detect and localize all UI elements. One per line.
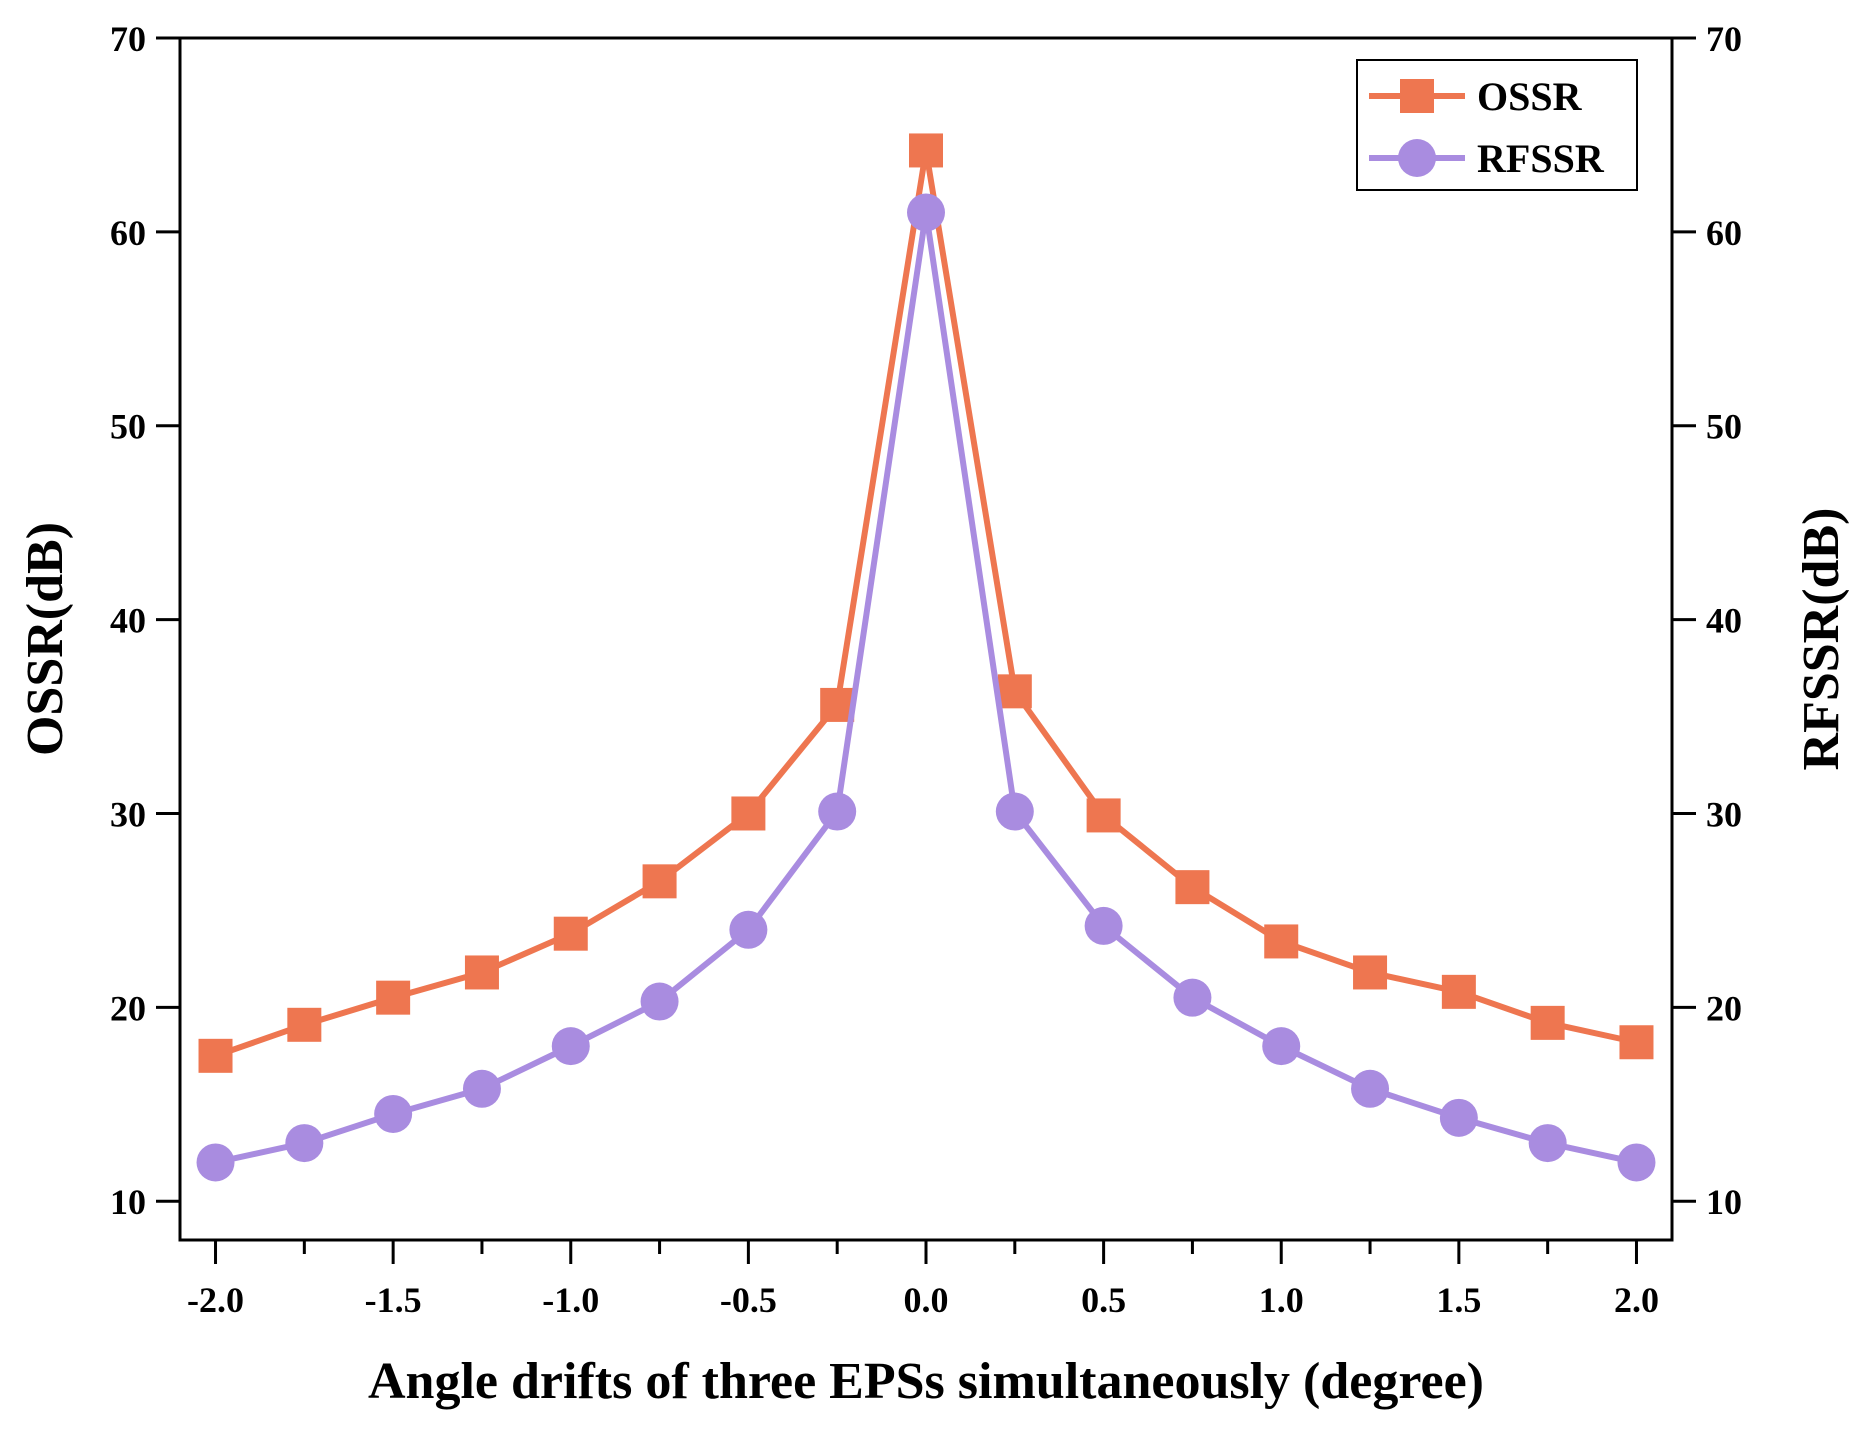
data-point-ossr bbox=[376, 980, 411, 1015]
legend-label-rfssr: RFSSR bbox=[1477, 136, 1605, 181]
data-point-rfssr bbox=[374, 1094, 413, 1133]
x-tick-label: 0.0 bbox=[904, 1280, 949, 1320]
legend-marker-rfssr bbox=[1398, 139, 1436, 177]
data-point-ossr bbox=[1619, 1025, 1654, 1060]
data-point-rfssr bbox=[551, 1027, 590, 1066]
data-point-rfssr bbox=[1617, 1143, 1656, 1182]
x-tick-label: 1.5 bbox=[1436, 1280, 1481, 1320]
y-tick-label-right: 20 bbox=[1706, 988, 1742, 1028]
data-point-ossr bbox=[642, 864, 677, 899]
data-point-rfssr bbox=[640, 982, 679, 1021]
y-tick-label-right: 70 bbox=[1706, 19, 1742, 59]
data-point-rfssr bbox=[1528, 1124, 1567, 1163]
data-point-rfssr bbox=[818, 792, 857, 831]
data-point-rfssr bbox=[995, 792, 1034, 831]
x-tick-label: -2.0 bbox=[187, 1280, 244, 1320]
ticks-layer bbox=[156, 36, 1696, 1264]
data-point-ossr bbox=[1264, 924, 1299, 959]
y-tick-label-right: 30 bbox=[1706, 794, 1742, 834]
data-point-ossr bbox=[997, 674, 1032, 709]
data-point-rfssr bbox=[1173, 978, 1212, 1017]
data-point-rfssr bbox=[196, 1143, 235, 1182]
data-point-rfssr bbox=[1351, 1069, 1390, 1108]
legend: OSSR RFSSR bbox=[1356, 59, 1638, 191]
data-point-rfssr bbox=[907, 193, 945, 232]
x-tick-label: 0.5 bbox=[1081, 1280, 1126, 1320]
legend-label-ossr: OSSR bbox=[1477, 74, 1583, 119]
y-tick-label-right: 10 bbox=[1706, 1182, 1742, 1222]
data-point-ossr bbox=[909, 133, 943, 168]
labels-layer: -2.0 -1.5 -1.0 -0.5 0.0 0.5 1.0 1.5 2.0 10 10 20 20 3… bbox=[17, 19, 1850, 1410]
y-tick-label-right: 50 bbox=[1706, 407, 1742, 447]
data-point-rfssr bbox=[1084, 906, 1123, 945]
y-tick-label-left: 60 bbox=[110, 213, 146, 253]
data-point-ossr bbox=[1530, 1005, 1565, 1040]
data-point-ossr bbox=[464, 955, 499, 990]
x-tick-label: -1.0 bbox=[542, 1280, 599, 1320]
y-tick-label-right: 40 bbox=[1706, 601, 1742, 641]
data-point-rfssr bbox=[1439, 1098, 1478, 1137]
series-layer bbox=[196, 133, 1656, 1182]
data-point-rfssr bbox=[462, 1069, 501, 1108]
data-point-ossr bbox=[198, 1038, 233, 1073]
y-tick-label-left: 50 bbox=[110, 407, 146, 447]
y-tick-label-right: 60 bbox=[1706, 213, 1742, 253]
y-axis-title-left: OSSR(dB) bbox=[17, 522, 74, 756]
series-line-rfssr bbox=[214, 209, 1638, 1166]
legend-marker-ossr bbox=[1400, 79, 1434, 113]
data-point-ossr bbox=[1086, 798, 1121, 833]
data-point-ossr bbox=[1175, 870, 1210, 905]
series-line-ossr bbox=[214, 147, 1638, 1059]
data-point-rfssr bbox=[729, 910, 768, 949]
x-tick-label: 1.0 bbox=[1259, 1280, 1304, 1320]
data-point-ossr bbox=[1353, 955, 1388, 990]
data-point-ossr bbox=[731, 796, 766, 831]
y-tick-label-left: 20 bbox=[110, 988, 146, 1028]
y-tick-label-left: 10 bbox=[110, 1182, 146, 1222]
y-tick-label-left: 40 bbox=[110, 601, 146, 641]
x-tick-label: -0.5 bbox=[720, 1280, 777, 1320]
data-point-ossr bbox=[553, 916, 588, 951]
y-axis-title-right: RFSSR(dB) bbox=[1793, 508, 1850, 771]
y-tick-label-left: 70 bbox=[110, 19, 146, 59]
data-point-ossr bbox=[1441, 974, 1476, 1009]
y-tick-label-left: 30 bbox=[110, 794, 146, 834]
x-tick-label: 2.0 bbox=[1614, 1280, 1659, 1320]
data-point-ossr bbox=[287, 1007, 322, 1042]
data-point-rfssr bbox=[1262, 1027, 1301, 1066]
x-tick-label: -1.5 bbox=[365, 1280, 422, 1320]
data-point-rfssr bbox=[285, 1124, 324, 1163]
x-axis-title: Angle drifts of three EPSs simultaneousl… bbox=[368, 1353, 1484, 1410]
